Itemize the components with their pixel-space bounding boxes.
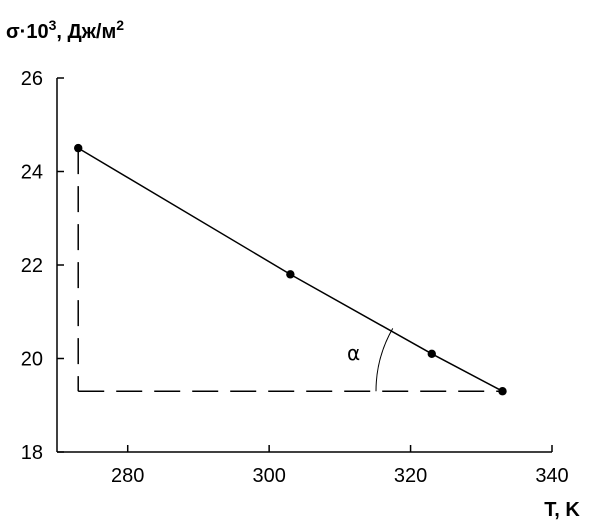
y-axis-title: σ·103, Дж/м2 — [6, 17, 124, 43]
series-line — [77, 147, 503, 392]
data-point — [498, 387, 507, 396]
y-tick-label: 20 — [21, 349, 43, 371]
x-axis-title: T, K — [544, 499, 580, 521]
x-tick-label: 320 — [394, 465, 427, 487]
y-tick-label: 26 — [21, 68, 43, 90]
x-tick-label: 300 — [252, 465, 285, 487]
angle-label: α — [347, 341, 360, 365]
y-tick-label: 22 — [21, 255, 43, 277]
angle-arc — [375, 328, 394, 392]
construction-lines — [77, 148, 503, 392]
y-axis-title-base: σ·10 — [6, 21, 49, 43]
x-tick-label: 340 — [535, 465, 568, 487]
data-point — [427, 349, 436, 359]
y-axis-title-exp: 3 — [49, 17, 57, 33]
data-point — [286, 270, 295, 279]
x-tick-label: 280 — [111, 465, 144, 487]
y-tick-label: 18 — [21, 442, 43, 464]
ticks-group: 18 20 22 24 26 280 300 320 340 — [21, 68, 569, 487]
y-axis-title-unit: , Дж/м — [56, 21, 116, 43]
data-point — [74, 143, 83, 153]
y-tick-label: 24 — [21, 162, 43, 184]
series-group — [74, 143, 507, 396]
y-axis-title-unit-exp: 2 — [116, 17, 124, 33]
